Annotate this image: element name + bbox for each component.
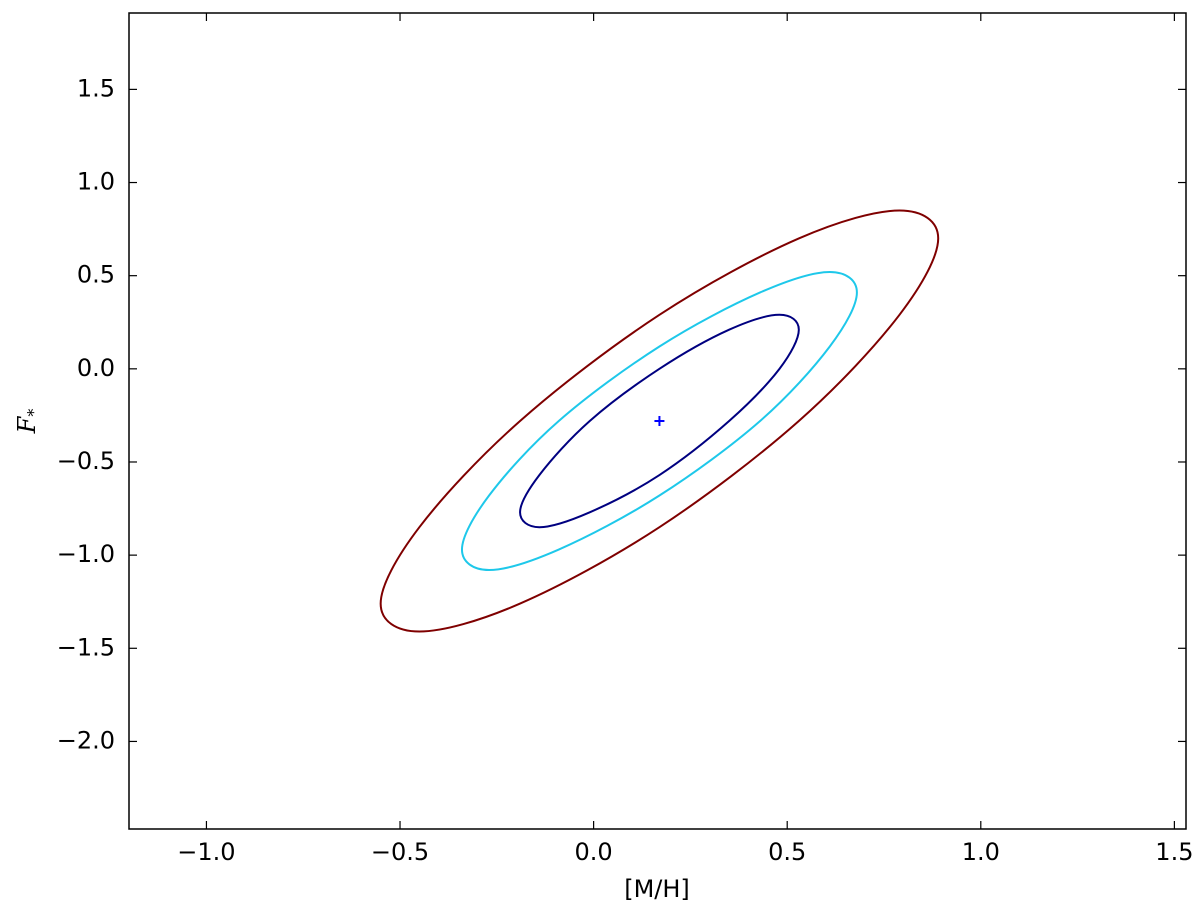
x-tick-label: 1.5 bbox=[1155, 838, 1193, 866]
x-tick-label: 0.0 bbox=[575, 838, 613, 866]
y-tick-label: 1.0 bbox=[77, 168, 115, 196]
contour-line bbox=[460, 270, 858, 572]
x-tick-label: 0.5 bbox=[768, 838, 806, 866]
y-tick-label: 0.0 bbox=[77, 354, 115, 382]
y-tick-label: 1.5 bbox=[77, 74, 115, 102]
y-tick-label: −1.0 bbox=[57, 540, 115, 568]
contour-line bbox=[519, 313, 800, 529]
contour-line bbox=[379, 209, 940, 633]
center-marker bbox=[654, 416, 665, 426]
y-tick-label: −1.5 bbox=[57, 633, 115, 661]
y-tick-label: −0.5 bbox=[57, 447, 115, 475]
y-axis-label-main: F bbox=[13, 415, 41, 434]
x-axis-label: [M/H] bbox=[624, 875, 690, 903]
x-tick-label: −0.5 bbox=[371, 838, 429, 866]
plot-frame bbox=[128, 12, 1187, 830]
y-axis-label-subscript: * bbox=[24, 409, 43, 417]
x-tick-label: −1.0 bbox=[177, 838, 235, 866]
y-tick-label: −2.0 bbox=[57, 726, 115, 754]
x-tick-label: 1.0 bbox=[962, 838, 1000, 866]
y-tick-label: 0.5 bbox=[77, 261, 115, 289]
y-axis-label: F* bbox=[13, 409, 43, 435]
